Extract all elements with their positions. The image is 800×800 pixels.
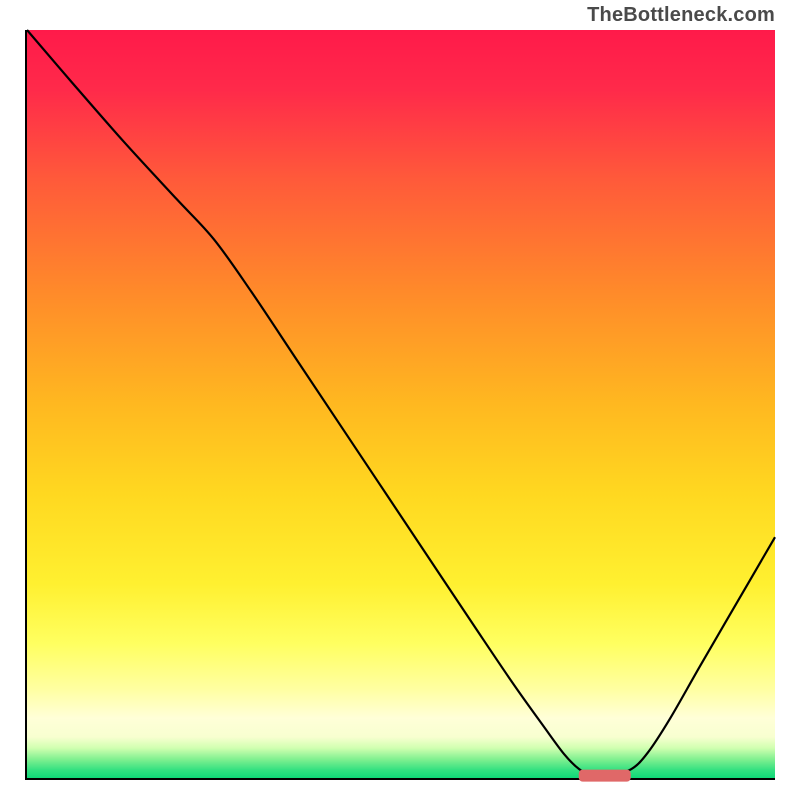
bottleneck-curve	[27, 30, 775, 776]
optimal-marker	[578, 769, 631, 782]
bottleneck-chart	[25, 30, 775, 780]
chart-curve-layer	[27, 30, 775, 778]
watermark-text: TheBottleneck.com	[587, 4, 775, 27]
